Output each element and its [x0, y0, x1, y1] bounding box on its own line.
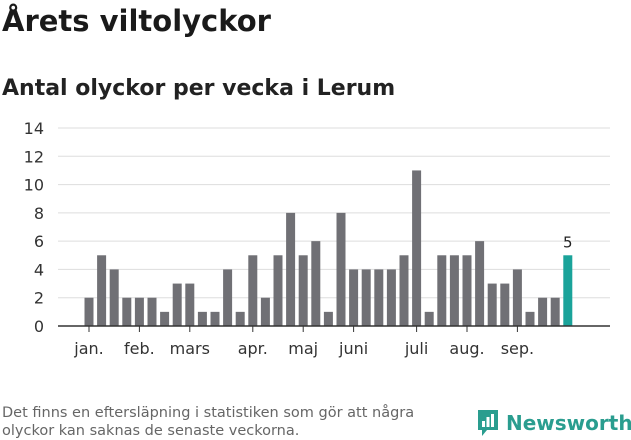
bar	[109, 269, 119, 326]
y-tick-label: 6	[34, 232, 44, 251]
y-tick-label: 4	[34, 260, 44, 279]
bar	[122, 297, 132, 326]
bar	[336, 212, 346, 326]
bar	[97, 255, 107, 326]
x-tick-label: apr.	[238, 339, 268, 358]
x-tick-label: maj	[288, 339, 318, 358]
y-tick-label: 2	[34, 289, 44, 308]
x-tick-label: juli	[404, 339, 428, 358]
footnote: Det finns en eftersläpning i statistiken…	[2, 405, 415, 439]
bar	[311, 241, 321, 326]
bar	[500, 283, 510, 326]
newsworthy-logo-icon	[478, 410, 498, 436]
bar	[475, 241, 485, 326]
bar	[525, 311, 535, 326]
bar	[286, 212, 296, 326]
x-tick-label: mars	[170, 339, 210, 358]
bar	[147, 297, 157, 326]
bar	[84, 297, 94, 326]
bar	[361, 269, 371, 326]
bar	[160, 311, 170, 326]
bar	[550, 297, 560, 326]
bar	[223, 269, 233, 326]
x-tick-label: jan.	[73, 339, 103, 358]
bar	[538, 297, 548, 326]
bar	[437, 255, 447, 326]
bar	[172, 283, 182, 326]
bar	[260, 297, 270, 326]
chart-title: Årets viltolyckor	[2, 4, 271, 38]
brand-name: Newsworthy	[506, 411, 631, 435]
data-label: 5	[563, 233, 573, 251]
y-tick-label: 0	[34, 317, 44, 336]
x-tick-label: sep.	[501, 339, 534, 358]
bar	[210, 311, 220, 326]
bar	[197, 311, 207, 326]
bar	[298, 255, 308, 326]
bar	[424, 311, 434, 326]
y-tick-label: 12	[24, 147, 44, 166]
brand: Newsworthy	[476, 408, 631, 438]
bar	[412, 170, 422, 326]
x-tick-label: feb.	[124, 339, 155, 358]
bar	[487, 283, 497, 326]
y-tick-label: 14	[24, 119, 44, 138]
bar	[462, 255, 472, 326]
x-tick-label: juni	[338, 339, 368, 358]
bar	[349, 269, 359, 326]
bar	[512, 269, 522, 326]
bar	[273, 255, 283, 326]
bar-highlight	[563, 255, 573, 326]
bar	[374, 269, 384, 326]
bar	[134, 297, 144, 326]
bar	[386, 269, 396, 326]
bar	[449, 255, 459, 326]
y-tick-label: 8	[34, 204, 44, 223]
bar	[235, 311, 245, 326]
bar	[248, 255, 258, 326]
bar	[399, 255, 409, 326]
y-tick-label: 10	[24, 176, 44, 195]
bar-chart: 0 2 4 6 8 10 12 14 5 jan. feb. mars apr. maj juni juli a…	[24, 119, 610, 358]
chart-subtitle: Antal olyckor per vecka i Lerum	[2, 76, 396, 101]
bar	[323, 311, 333, 326]
x-tick-label: aug.	[449, 339, 484, 358]
bar	[185, 283, 195, 326]
